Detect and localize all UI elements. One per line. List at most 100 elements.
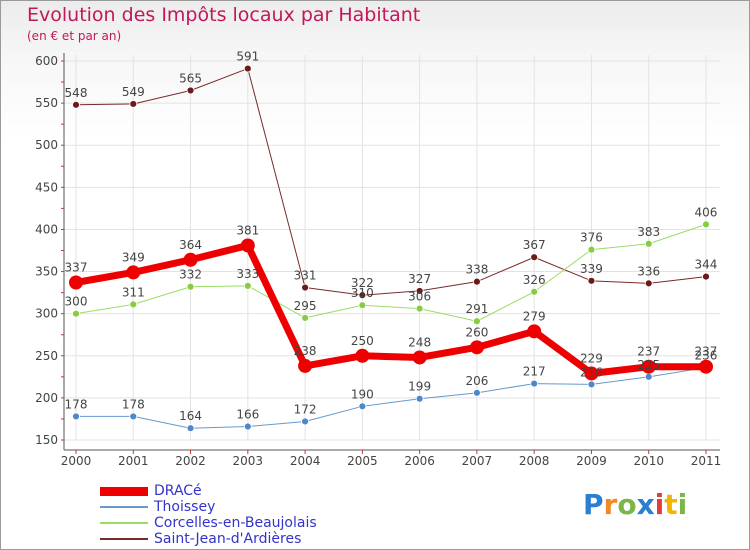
data-label: 300 — [65, 295, 88, 309]
data-point-saint-jean-d-ardie-res — [129, 100, 138, 108]
data-point-drace — [240, 238, 255, 253]
data-label: 199 — [408, 380, 431, 394]
series-corcelles-en-beaujolais — [72, 220, 710, 326]
chart-subtitle: (en € et par an) — [27, 29, 122, 43]
data-label: 206 — [465, 374, 488, 388]
data-label: 238 — [294, 344, 317, 358]
data-point-drace — [355, 348, 370, 363]
x-tick-label: 2009 — [576, 454, 607, 468]
data-label: 364 — [179, 238, 202, 252]
y-tick-label: 450 — [35, 180, 58, 194]
data-point-thoissey — [473, 388, 481, 397]
data-point-drace — [298, 358, 313, 373]
data-point-corcelles-en-beaujolais — [702, 220, 710, 229]
data-label: 337 — [65, 261, 88, 275]
data-point-thoissey — [186, 424, 195, 433]
data-label: 548 — [65, 86, 88, 100]
x-tick-label: 2001 — [118, 454, 149, 468]
data-label: 383 — [637, 225, 660, 239]
legend-swatch-drace — [100, 487, 148, 496]
legend-item-drace: DRACé — [100, 483, 400, 499]
data-label: 260 — [465, 325, 488, 339]
legend-label-corcelles: Corcelles-en-Beaujolais — [154, 515, 317, 531]
data-point-thoissey — [415, 394, 424, 403]
x-tick-label: 2011 — [691, 454, 722, 468]
series-line-drace — [72, 241, 710, 377]
data-point-thoissey — [301, 417, 309, 426]
data-point-thoissey — [129, 412, 138, 421]
data-point-corcelles-en-beaujolais — [358, 301, 367, 310]
legend-swatch-corcelles — [100, 522, 148, 524]
data-point-saint-jean-d-ardie-res — [415, 287, 424, 295]
data-point-saint-jean-d-ardie-res — [644, 279, 653, 288]
data-point-corcelles-en-beaujolais — [530, 287, 539, 296]
data-point-thoissey — [243, 422, 252, 431]
data-label: 250 — [351, 334, 374, 348]
data-label: 339 — [580, 262, 603, 276]
data-label: 178 — [122, 397, 145, 411]
data-label: 338 — [465, 263, 488, 277]
legend-label-saint-jean: Saint-Jean-d'Ardières — [154, 531, 302, 547]
data-point-drace — [469, 340, 484, 355]
data-label: 381 — [236, 223, 259, 237]
data-label: 164 — [179, 409, 202, 423]
data-point-corcelles-en-beaujolais — [72, 309, 80, 318]
data-label: 349 — [122, 250, 145, 264]
y-tick-label: 600 — [35, 54, 58, 68]
x-tick-label: 2010 — [633, 454, 664, 468]
x-tick-label: 2007 — [462, 454, 493, 468]
series-line-thoissey — [75, 367, 707, 429]
data-point-corcelles-en-beaujolais — [587, 245, 596, 254]
data-point-corcelles-en-beaujolais — [243, 281, 252, 290]
data-point-drace — [527, 324, 542, 339]
data-point-saint-jean-d-ardie-res — [530, 253, 539, 262]
data-point-saint-jean-d-ardie-res — [186, 86, 195, 95]
data-label: 322 — [351, 276, 374, 290]
data-point-drace — [183, 252, 198, 267]
data-point-thoissey — [644, 372, 653, 381]
x-tick-label: 2002 — [175, 454, 206, 468]
data-label: 237 — [695, 345, 718, 359]
data-label: 291 — [465, 302, 488, 316]
series-line-corcelles-en-beaujolais — [75, 223, 707, 322]
labels-saint-jean-d-ardie-res: 548 549 565 591 331 322 327 338 367 339 336 344 — [65, 50, 718, 291]
legend-swatch-saint-jean — [100, 538, 148, 540]
x-tick-label: 2000 — [61, 454, 92, 468]
proxiti-logo: Proxiti — [583, 488, 688, 521]
data-point-thoissey — [72, 412, 80, 421]
labels-corcelles-en-beaujolais: 300 311 332 333 295 310 306 291 326 376 383 406 — [65, 205, 718, 316]
data-label: 326 — [523, 273, 546, 287]
data-label: 367 — [523, 238, 546, 252]
data-point-corcelles-en-beaujolais — [644, 239, 653, 248]
legend-label-drace: DRACé — [154, 483, 202, 499]
data-label: 311 — [122, 285, 145, 299]
data-point-thoissey — [587, 380, 596, 389]
y-tick-label: 550 — [35, 96, 58, 110]
data-label: 172 — [294, 402, 317, 416]
x-tick-label: 2008 — [519, 454, 550, 468]
legend-item-corcelles: Corcelles-en-Beaujolais — [100, 515, 400, 531]
data-label: 565 — [179, 71, 202, 85]
y-tick-label: 350 — [35, 265, 58, 279]
data-label: 591 — [236, 50, 259, 64]
chart-title: Evolution des Impôts locaux par Habitant — [27, 4, 421, 26]
data-point-corcelles-en-beaujolais — [473, 317, 481, 326]
data-label: 217 — [523, 365, 546, 379]
series-saint-jean-d-ardie-res — [72, 64, 710, 300]
data-label: 229 — [580, 351, 603, 365]
data-label: 406 — [695, 205, 718, 219]
data-label: 216 — [580, 365, 603, 379]
data-label: 248 — [408, 335, 431, 349]
data-point-saint-jean-d-ardie-res — [587, 276, 596, 285]
data-point-drace — [584, 366, 599, 381]
legend-label-thoissey: Thoissey — [154, 499, 216, 515]
x-tick-label: 2005 — [347, 454, 378, 468]
data-label: 333 — [236, 267, 259, 281]
data-point-drace — [126, 265, 141, 280]
data-label: 549 — [122, 85, 145, 99]
data-point-corcelles-en-beaujolais — [301, 313, 309, 322]
data-point-thoissey — [358, 402, 367, 411]
data-label: 327 — [408, 272, 431, 286]
data-label: 336 — [637, 264, 660, 278]
